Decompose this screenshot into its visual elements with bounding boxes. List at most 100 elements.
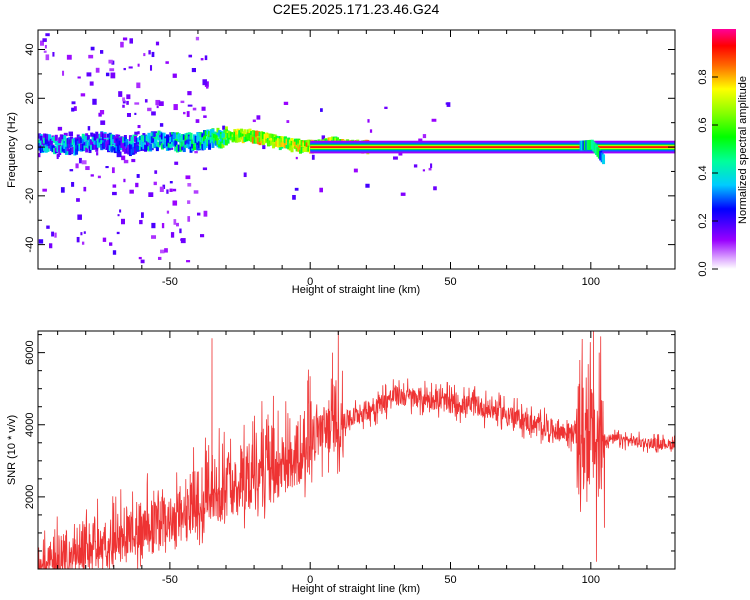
spectrogram-cell [98, 142, 102, 148]
spectrogram-cell [334, 137, 338, 143]
spectrogram-cell [246, 133, 250, 140]
spectrogram-noise-cell [173, 219, 177, 225]
spectrogram-noise-cell [319, 187, 323, 193]
spectrogram-noise-cell [183, 111, 186, 115]
spectrogram-cell [152, 131, 156, 138]
snr-x-label: Height of straight line (km) [292, 583, 420, 595]
spectrogram-cell [90, 144, 94, 150]
spectrogram-cell [282, 140, 286, 147]
spectrogram-noise-cell [73, 106, 77, 111]
spectrogram-cell [304, 140, 308, 147]
spectrogram-cell [201, 143, 205, 151]
spectrogram-noise-cell [294, 187, 299, 191]
spectrogram-cell [147, 132, 151, 139]
spectrogram-x-tick-label: 0 [307, 276, 313, 288]
spectrogram-noise-cell [123, 178, 126, 183]
spectrogram-noise-cell [100, 120, 106, 125]
spectrogram-noise-cell [122, 37, 128, 41]
spectrogram-cell [266, 140, 270, 147]
spectrogram-cell [51, 145, 55, 153]
spectrogram-noise-cell [204, 55, 208, 61]
spectrogram-cell [224, 128, 228, 135]
spectrogram-cell [256, 131, 260, 137]
spectrogram-cell [128, 143, 132, 151]
spectrogram-y-ticks: -40 -20 0 20 40 [24, 43, 675, 270]
spectrogram-cell [95, 131, 99, 139]
spectrogram-cell [179, 139, 183, 147]
spectrogram-cell [91, 143, 95, 150]
spectrogram-cell [115, 139, 119, 147]
spectrogram-noise-cell [191, 67, 196, 73]
spectrogram-cell [206, 129, 210, 135]
spectrogram-cell [327, 137, 331, 143]
spectrogram-cell [139, 145, 143, 150]
spectrogram-noise-cell [121, 155, 126, 161]
spectrogram-cell [85, 135, 89, 143]
spectrogram-noise-cell [134, 102, 140, 105]
spectrogram-cell [135, 145, 139, 152]
spectrogram-cell [90, 140, 94, 147]
spectrogram-cell [201, 133, 205, 140]
snr-x-tick-label: 50 [444, 574, 456, 586]
spectrogram-noise-cell [206, 85, 209, 89]
spectrogram-cell [118, 137, 122, 144]
spectrogram-noise-cell [187, 200, 191, 204]
spectrogram-cell [226, 133, 230, 138]
snr-frame [37, 330, 676, 570]
spectrogram-cell [130, 144, 134, 150]
spectrogram-cell [287, 137, 291, 143]
spectrogram-cell [63, 140, 67, 146]
spectrogram-noise-cell [137, 63, 140, 67]
spectrogram-noise-cell [43, 50, 47, 53]
spectrogram-noise-cell [187, 104, 193, 107]
spectrogram-noise-cell [321, 135, 326, 140]
spectrogram-noise-cell [119, 209, 122, 213]
spectrogram-noise-cell [155, 41, 160, 46]
spectrogram-cell [602, 154, 606, 165]
spectrogram-noise-cell [88, 54, 94, 59]
spectrogram-cell [248, 133, 252, 139]
spectrogram-noise-cell [192, 107, 197, 111]
spectrogram-cell [213, 133, 217, 141]
spectrogram-cell [253, 131, 257, 137]
spectrogram-cell [135, 137, 139, 145]
spectrogram-cell [69, 147, 73, 155]
spectrogram-cell [251, 136, 255, 144]
spectrogram-cell [144, 134, 148, 142]
spectrogram-noise-cell [159, 186, 164, 192]
spectrogram-cell [182, 146, 186, 153]
spectrogram-cell [88, 138, 92, 146]
spectrogram-cell [209, 136, 213, 143]
spectrogram-cell [93, 143, 97, 150]
spectrogram-cell [118, 144, 122, 150]
spectrogram-noise-cell [51, 231, 54, 237]
spectrogram-noise-cell [128, 66, 133, 69]
spectrogram-noise-cell [169, 181, 173, 184]
spectrogram-cell [115, 144, 119, 152]
spectrogram-cell [54, 147, 58, 152]
spectrogram-noise-cell [398, 151, 403, 156]
spectrogram-cell [93, 136, 97, 141]
spectrogram-noise-cell [46, 225, 50, 229]
spectrogram-noise-cell [201, 106, 206, 111]
spectrogram-cell [133, 147, 137, 154]
spectrogram-noise-cell [122, 100, 126, 104]
spectrogram-noise-cell [123, 67, 126, 71]
spectrogram-cell [201, 140, 205, 147]
spectrogram-noise-cell [286, 120, 290, 123]
spectrogram-cell [46, 146, 50, 152]
spectrogram-cell [304, 146, 308, 152]
spectrogram-cell [250, 131, 254, 137]
spectrogram-noise-cell [147, 107, 152, 112]
spectrogram-cell [159, 137, 163, 142]
spectrogram-cell [48, 141, 52, 146]
spectrogram-cell [261, 131, 265, 138]
spectrogram-cell [56, 141, 60, 147]
colorbar-tick-label: 0.6 [697, 117, 709, 132]
spectrogram-cell [287, 140, 291, 146]
spectrogram-cell [145, 135, 149, 140]
spectrogram-cell [236, 132, 240, 138]
spectrogram-cell [171, 140, 175, 147]
spectrogram-noise-cell [86, 72, 92, 77]
spectrogram-noise-cell [49, 243, 53, 249]
